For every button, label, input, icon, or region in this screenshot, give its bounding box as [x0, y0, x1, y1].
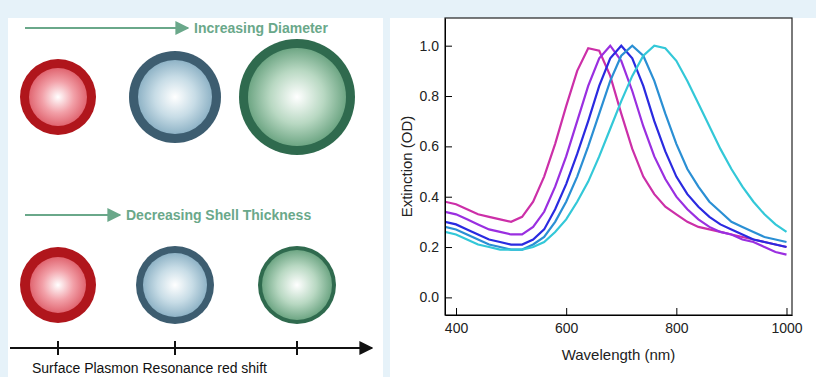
shell: [20, 247, 96, 323]
shell: [129, 51, 221, 143]
tick: 0.4: [420, 189, 452, 205]
shift-axis: [10, 347, 372, 349]
core: [248, 48, 346, 146]
tick: 800: [665, 308, 689, 336]
core: [138, 60, 212, 134]
arrow-label: Decreasing Shell Thickness: [126, 207, 311, 223]
shift-tick: [57, 341, 59, 355]
tick: 0.0: [420, 289, 452, 305]
tick-mark: [445, 146, 452, 147]
x-axis-title: Wavelength (nm): [562, 346, 676, 363]
tick-label: 800: [665, 320, 689, 336]
shift-tick: [296, 341, 298, 355]
series-line: [445, 46, 786, 247]
arrow: [25, 214, 120, 216]
tick-label: 0.2: [420, 239, 440, 255]
tick-label: 0.6: [420, 138, 440, 154]
arrow: [25, 27, 188, 29]
tick-label: 0.0: [420, 289, 440, 305]
shift-axis-label: Surface Plasmon Resonance red shift: [32, 360, 267, 376]
chart: 400 600 800 1000 0.0 0.2 0.4 0.6 0.8 1.0 Wavelengt…: [398, 18, 803, 363]
x-axis: 400 600 800 1000: [445, 308, 803, 336]
tick: 400: [445, 308, 469, 336]
arrow-label: Increasing Diameter: [194, 20, 328, 36]
tick: 600: [555, 308, 579, 336]
tick-label: 0.4: [420, 189, 440, 205]
shift-tick: [174, 341, 176, 355]
tick: 0.6: [420, 138, 452, 154]
tick-mark: [445, 297, 452, 298]
tick-mark: [445, 46, 452, 47]
axis-line: [445, 19, 446, 316]
y-axis-title: Extinction (OD): [398, 116, 415, 218]
lines: [445, 46, 786, 255]
tick-label: 400: [445, 320, 469, 336]
diagram: Increasing Diameter Decreasing Shell Thic…: [8, 18, 383, 377]
tick: 1000: [771, 308, 802, 336]
tick-label: 600: [555, 320, 579, 336]
chart-background: [390, 18, 816, 377]
core: [29, 68, 87, 126]
tick-mark: [566, 308, 567, 315]
tick-mark: [676, 308, 677, 315]
tick: 1.0: [420, 38, 452, 54]
tick-mark: [445, 197, 452, 198]
diagram-background: [8, 18, 383, 377]
axis-line: [446, 315, 793, 316]
tick-label: 0.8: [420, 88, 440, 104]
y-axis: 0.0 0.2 0.4 0.6 0.8 1.0: [420, 19, 452, 316]
tick-label: 1000: [771, 320, 802, 336]
series-line: [445, 46, 786, 255]
tick-label: 1.0: [420, 38, 440, 54]
shell: [239, 39, 355, 155]
series-line: [445, 48, 786, 247]
series-line: [445, 46, 786, 250]
tick-mark: [786, 308, 787, 315]
plot-frame: [445, 18, 792, 315]
core: [262, 250, 332, 320]
series-line: [445, 46, 786, 250]
shell: [136, 246, 214, 324]
tick-mark: [456, 308, 457, 315]
tick: 0.2: [420, 239, 452, 255]
core: [30, 257, 86, 313]
tick: 0.8: [420, 88, 452, 104]
figure: Increasing Diameter Decreasing Shell Thic…: [0, 0, 816, 377]
core: [143, 253, 207, 317]
shell: [20, 59, 96, 135]
tick-mark: [445, 247, 452, 248]
tick-mark: [445, 96, 452, 97]
shell: [258, 246, 336, 324]
